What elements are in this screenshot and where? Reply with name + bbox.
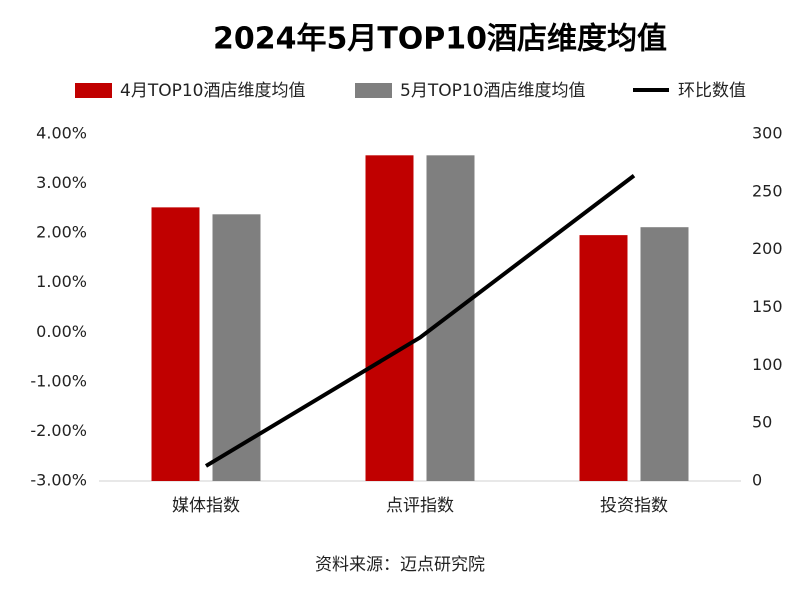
bar: [365, 155, 414, 481]
y-tick-label: 4.00%: [36, 124, 87, 143]
legend-swatch: [355, 83, 392, 98]
y2-tick-label: 250: [752, 181, 783, 200]
legend-label: 4月TOP10酒店维度均值: [120, 81, 305, 101]
y2-tick-label: 0: [752, 471, 762, 490]
y2-tick-label: 300: [752, 124, 783, 143]
y2-tick-label: 150: [752, 297, 783, 316]
y-tick-label: 0.00%: [36, 322, 87, 341]
y-tick-label: -1.00%: [30, 371, 87, 390]
source-note: 资料来源：迈点研究院: [315, 555, 485, 575]
y-tick-label: -2.00%: [30, 421, 87, 440]
bar: [640, 227, 689, 481]
y2-tick-label: 200: [752, 239, 783, 258]
y-tick-label: 1.00%: [36, 272, 87, 291]
bar: [151, 207, 200, 481]
y2-tick-label: 100: [752, 355, 783, 374]
x-tick-label: 媒体指数: [172, 496, 240, 516]
y-tick-label: 2.00%: [36, 223, 87, 242]
y2-tick-label: 50: [752, 413, 772, 432]
bar: [426, 155, 475, 481]
bar: [212, 214, 261, 481]
legend-label: 5月TOP10酒店维度均值: [400, 81, 585, 101]
legend-swatch: [75, 83, 112, 98]
chart-title: 2024年5月TOP10酒店维度均值: [213, 22, 667, 57]
x-tick-label: 点评指数: [386, 496, 454, 516]
y-tick-label: -3.00%: [30, 471, 87, 490]
line: [204, 174, 636, 468]
legend-label: 环比数值: [678, 81, 746, 101]
bar: [579, 235, 628, 481]
y-tick-label: 3.00%: [36, 173, 87, 192]
x-tick-label: 投资指数: [600, 496, 668, 516]
